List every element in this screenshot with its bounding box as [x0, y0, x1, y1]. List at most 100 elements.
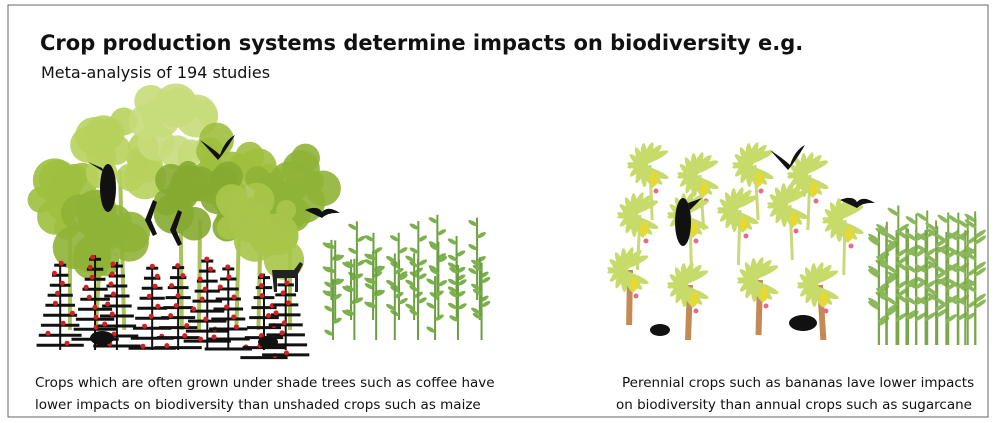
cane-leaf: [905, 296, 917, 305]
maize-leaf: [471, 259, 480, 266]
cane-leaf: [897, 223, 910, 233]
maize-leaf: [326, 266, 336, 273]
maize-leaf: [468, 220, 478, 227]
maize-leaf: [405, 303, 415, 310]
coffee-berry: [155, 303, 161, 309]
maize-leaf: [332, 317, 342, 324]
cane-leaf: [924, 248, 937, 257]
maize-leaf: [345, 261, 355, 268]
banana: [810, 182, 818, 196]
maize-leaf: [398, 247, 408, 254]
maize-leaf: [449, 267, 459, 274]
coffee-berry: [108, 281, 114, 287]
cane-leaf: [937, 214, 950, 224]
caption: Perennial crops such as bananas lave low…: [622, 375, 974, 391]
cane-leaf: [974, 299, 987, 309]
coffee-berry: [93, 314, 99, 320]
cane-leaf: [868, 297, 880, 307]
palm-frond: [787, 160, 829, 179]
palm-frond: [667, 270, 709, 289]
maize-leaf: [472, 264, 482, 272]
maize-leaf: [476, 232, 486, 239]
coffee-berry: [259, 293, 265, 299]
maize-leaf: [348, 247, 357, 254]
cane-leaf: [895, 312, 908, 322]
coffee-berry: [182, 333, 188, 339]
banana-flower: [693, 238, 699, 244]
maize-leaf: [429, 244, 439, 251]
coffee-berry: [217, 284, 223, 290]
cane-leaf: [868, 269, 880, 278]
bird: [770, 145, 805, 170]
maize-leaf: [386, 303, 395, 311]
maize-leaf: [449, 291, 459, 298]
coffee-berry: [146, 293, 152, 299]
banana: [630, 277, 638, 291]
coffee-berry: [55, 290, 61, 296]
coffee-berry: [110, 291, 116, 297]
cane-leaf: [964, 219, 977, 229]
tree-canopy: [95, 118, 125, 148]
tree-canopy: [282, 150, 320, 188]
banana-flower: [823, 308, 829, 314]
maize-leaf: [426, 278, 436, 285]
tree-canopy: [216, 215, 241, 240]
cane-leaf: [885, 271, 898, 281]
coffee-berry: [285, 300, 291, 306]
maize-leaf: [345, 309, 355, 316]
maize-leaf: [376, 265, 385, 273]
banana-flower: [758, 188, 764, 194]
maize-leaf: [447, 278, 457, 285]
banana: [740, 217, 748, 231]
cane-leaf: [905, 264, 917, 273]
beetle: [650, 324, 670, 336]
cane-leaf: [964, 312, 977, 322]
cane-leaf: [895, 280, 908, 290]
tree-canopy: [213, 161, 243, 192]
coffee-berry: [279, 330, 285, 336]
cane-leaf: [895, 229, 908, 239]
maize-leaf: [367, 301, 377, 309]
maize-leaf: [434, 314, 444, 321]
coffee-berry: [64, 340, 70, 346]
coffee-berry: [203, 316, 209, 322]
cane-leaf: [885, 239, 898, 249]
maize-leaf: [434, 290, 444, 297]
banana: [690, 292, 698, 306]
cane-leaf: [974, 293, 986, 303]
maize-leaf: [471, 283, 480, 290]
maize-leaf: [354, 297, 364, 304]
coffee-berry: [224, 304, 230, 310]
cane-leaf: [964, 251, 977, 261]
coffee-berry: [69, 310, 75, 316]
banana: [755, 172, 763, 186]
maize-leaf: [426, 302, 436, 309]
maize-leaf: [447, 286, 457, 293]
coffee-berry: [281, 320, 287, 326]
maize-leaf: [386, 255, 395, 263]
coffee-berry: [83, 284, 89, 290]
palm-frond: [627, 150, 669, 169]
maize-leaf: [417, 273, 427, 280]
maize-leaf: [447, 254, 457, 261]
maize-leaf: [472, 288, 482, 296]
maize-leaf: [345, 285, 355, 292]
coffee-berry: [225, 264, 231, 270]
cane-leaf: [876, 223, 888, 233]
cane-leaf: [885, 264, 898, 274]
cane-leaf: [945, 282, 958, 291]
maize-leaf: [389, 235, 399, 242]
cane-leaf: [905, 245, 918, 255]
coffee-berry: [89, 274, 95, 280]
subtitle: Meta-analysis of 194 studies: [41, 63, 270, 82]
coffee-berry: [169, 283, 175, 289]
coffee-berry: [59, 280, 65, 286]
cane-leaf: [868, 265, 880, 275]
coffee-berry: [164, 343, 170, 349]
beetle: [90, 331, 114, 345]
cane-leaf: [895, 293, 908, 303]
maize-leaf: [326, 242, 336, 249]
maize-leaf: [342, 261, 352, 268]
beetle: [789, 315, 817, 331]
banana-flower: [813, 198, 819, 204]
